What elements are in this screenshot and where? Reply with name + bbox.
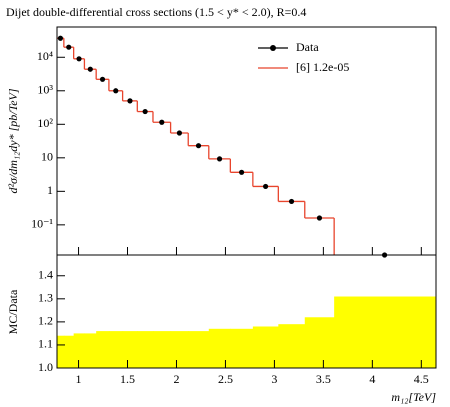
x-tick-label: 4.5 bbox=[414, 372, 429, 386]
y-tick-label: 1.3 bbox=[38, 291, 53, 305]
data-point bbox=[216, 156, 223, 162]
x-tick-label: 1.5 bbox=[120, 372, 135, 386]
y-tick-label: 10² bbox=[37, 116, 53, 130]
x-tick-label: 3.5 bbox=[316, 372, 331, 386]
y-tick-label: 1.1 bbox=[38, 337, 53, 351]
band-bar bbox=[278, 324, 306, 368]
x-tick-label: 1 bbox=[76, 372, 82, 386]
band-bar bbox=[252, 326, 279, 368]
band-bar bbox=[108, 331, 124, 368]
y-tick-label: 1.4 bbox=[38, 268, 53, 282]
band-bar bbox=[230, 328, 254, 368]
data-point bbox=[142, 108, 148, 115]
data-point bbox=[57, 35, 64, 41]
y-tick-label: 10⁻¹ bbox=[31, 217, 53, 231]
legend-label: [6] 1.2e-05 bbox=[296, 60, 349, 74]
data-point bbox=[99, 76, 106, 82]
data-point bbox=[239, 169, 245, 175]
data-point bbox=[316, 215, 323, 221]
x-tick-label: 4 bbox=[369, 372, 375, 386]
x-axis-label: m₁₂[TeV] bbox=[391, 390, 436, 404]
data-point bbox=[127, 98, 133, 104]
y-tick-label: 10⁴ bbox=[37, 49, 53, 63]
data-point bbox=[76, 56, 82, 62]
x-tick-label: 3 bbox=[271, 372, 277, 386]
top-plot bbox=[57, 37, 335, 255]
band-bar bbox=[188, 331, 210, 368]
y-tick-label: 1.0 bbox=[38, 360, 53, 374]
data-point bbox=[159, 119, 165, 125]
chart-title: Dijet double-differential cross sections… bbox=[6, 5, 306, 19]
x-tick-label: 2.5 bbox=[218, 372, 233, 386]
band-bar bbox=[137, 331, 154, 368]
data-point bbox=[87, 66, 93, 72]
data-point bbox=[195, 143, 202, 149]
legend-label: Data bbox=[296, 40, 319, 54]
y-tick-label: 1.2 bbox=[38, 314, 53, 328]
plot-frame bbox=[56, 254, 437, 369]
y-tick-label: 10 bbox=[41, 150, 53, 164]
band-bar bbox=[122, 331, 138, 368]
axes: 10⁻¹ 1 10 10² 10³ 10⁴ Data [6] 1.2e-05 1.0 1.1 1.2… bbox=[31, 26, 437, 386]
band-bar bbox=[208, 328, 231, 368]
data-point bbox=[66, 44, 72, 50]
plot-frame bbox=[56, 26, 437, 256]
band-bar bbox=[84, 333, 97, 368]
band-bar bbox=[152, 331, 172, 368]
data-point bbox=[262, 183, 269, 190]
legend-marker bbox=[270, 45, 276, 51]
x-tick-label: 2 bbox=[173, 372, 179, 386]
band-bar bbox=[63, 335, 75, 368]
band-bar bbox=[334, 296, 436, 368]
ratio-y-label: MC/Data bbox=[6, 289, 20, 334]
y-tick-label: 10³ bbox=[37, 83, 53, 97]
band-bar bbox=[304, 317, 335, 368]
data-point bbox=[176, 130, 183, 136]
band-bar bbox=[73, 333, 85, 368]
y-axis-label: d²σ/dm₁₂dy* [pb/TeV] bbox=[6, 88, 20, 193]
band-bar bbox=[170, 331, 189, 368]
band-bar bbox=[96, 331, 110, 368]
ratio-plot bbox=[57, 296, 436, 368]
data-point bbox=[288, 198, 295, 205]
data-point bbox=[113, 88, 119, 94]
y-tick-label: 1 bbox=[47, 183, 53, 197]
band-bar bbox=[57, 335, 65, 368]
